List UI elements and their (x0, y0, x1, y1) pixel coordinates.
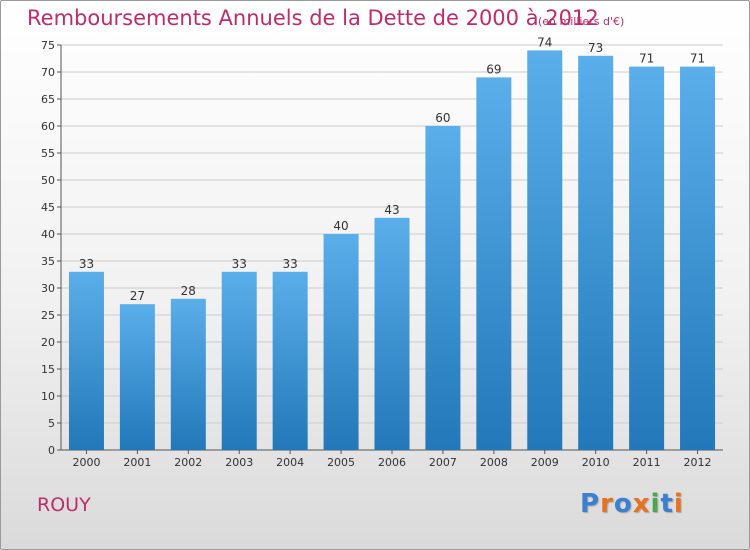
bar (323, 234, 359, 450)
x-tick-label: 2004 (276, 456, 304, 469)
bar-value-label: 33 (283, 257, 298, 271)
y-tick-label: 25 (41, 309, 55, 322)
value-labels: 33 27 28 33 33 40 43 60 69 74 73 71 71 (79, 35, 705, 303)
x-tick-label: 2000 (72, 456, 100, 469)
x-tick-label: 2005 (327, 456, 355, 469)
x-tick-label: 2006 (378, 456, 406, 469)
y-tick-label: 75 (41, 39, 55, 52)
y-tick-label: 55 (41, 147, 55, 160)
bar-value-label: 71 (639, 52, 654, 66)
y-tick-label: 60 (41, 120, 55, 133)
x-tick-label: 2012 (684, 456, 712, 469)
logo-letter: i (650, 489, 661, 519)
logo-letter: P (580, 489, 601, 519)
bar-value-label: 33 (232, 257, 247, 271)
logo-letter: t (660, 489, 674, 519)
bar-value-label: 69 (486, 62, 501, 76)
x-tick-label: 2009 (531, 456, 559, 469)
x-tick-label: 2008 (480, 456, 508, 469)
y-tick-label: 30 (41, 282, 55, 295)
bar-value-label: 28 (181, 284, 196, 298)
bar (119, 304, 155, 450)
commune-name: ROUY (37, 494, 91, 516)
y-tick-label: 0 (48, 444, 55, 457)
chart-unit: (en milliers d'€) (538, 15, 625, 28)
x-tick-label: 2007 (429, 456, 457, 469)
bar (578, 55, 614, 451)
axes: 0 5 10 15 20 25 30 35 40 45 50 55 60 65 70 75 2000 2001 20… (41, 39, 723, 469)
bar-value-label: 73 (588, 41, 603, 55)
bar (476, 77, 512, 451)
logo-letter: o (613, 489, 633, 519)
bar-value-label: 74 (537, 35, 552, 49)
x-tick-label: 2003 (225, 456, 253, 469)
bar-value-label: 60 (435, 111, 450, 125)
bar (221, 271, 257, 450)
bar (680, 66, 716, 450)
bar-value-label: 43 (384, 203, 399, 217)
bars (68, 50, 716, 451)
y-tick-label: 5 (48, 417, 55, 430)
chart-title: Remboursements Annuels de la Dette de 20… (27, 6, 599, 30)
logo-letter: r (600, 489, 614, 519)
bar (68, 271, 104, 450)
x-tick-label: 2010 (582, 456, 610, 469)
bar-value-label: 71 (690, 52, 705, 66)
x-tick-label: 2001 (123, 456, 151, 469)
bar-value-label: 40 (333, 219, 348, 233)
y-tick-label: 50 (41, 174, 55, 187)
proxiti-logo[interactable]: Proxiti (580, 489, 684, 519)
bar (629, 66, 665, 450)
y-tick-label: 35 (41, 255, 55, 268)
y-tick-label: 40 (41, 228, 55, 241)
x-tick-label: 2002 (174, 456, 202, 469)
logo-letter: x (632, 489, 651, 519)
bar-value-label: 27 (130, 289, 145, 303)
bar (170, 298, 206, 450)
y-tick-label: 65 (41, 93, 55, 106)
y-tick-label: 20 (41, 336, 55, 349)
bar (425, 126, 461, 450)
x-tick-label: 2011 (633, 456, 661, 469)
bar (272, 271, 308, 450)
y-tick-label: 15 (41, 363, 55, 376)
y-tick-label: 45 (41, 201, 55, 214)
bar (527, 50, 563, 451)
y-tick-label: 70 (41, 66, 55, 79)
y-tick-label: 10 (41, 390, 55, 403)
bar (374, 217, 410, 450)
bar-value-label: 33 (79, 257, 94, 271)
logo-letter: i (673, 489, 684, 519)
